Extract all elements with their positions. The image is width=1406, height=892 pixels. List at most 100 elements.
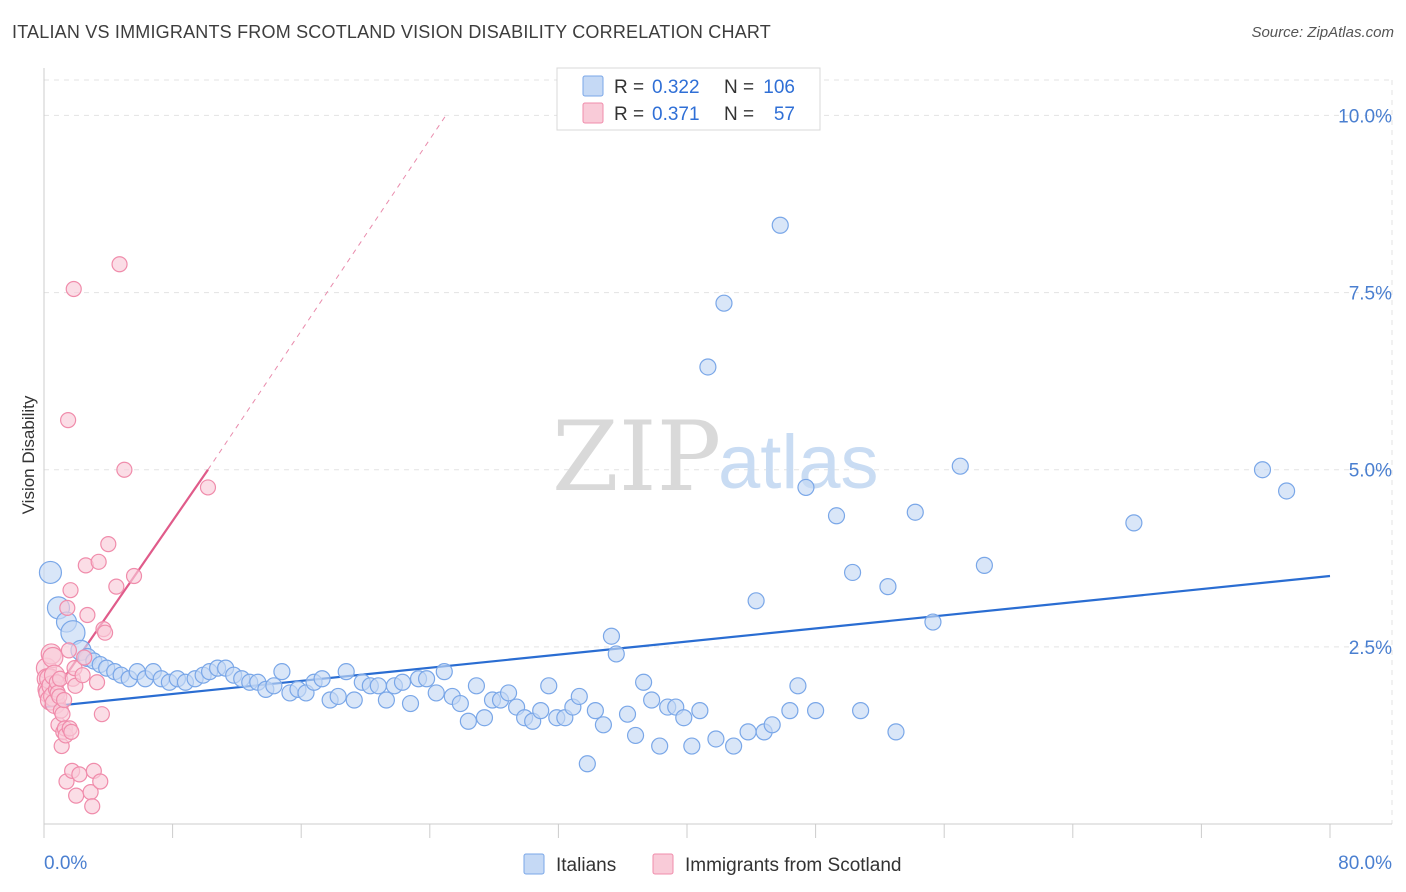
data-point bbox=[96, 624, 114, 641]
trend-line-extension bbox=[207, 115, 447, 470]
data-point bbox=[594, 716, 613, 734]
data-point bbox=[475, 709, 494, 727]
data-point bbox=[100, 536, 117, 553]
data-point bbox=[377, 691, 395, 709]
y-tick-label: 7.5% bbox=[1349, 284, 1392, 305]
data-point bbox=[675, 709, 693, 727]
data-point bbox=[586, 702, 604, 720]
legend-swatch bbox=[652, 853, 674, 875]
data-point bbox=[79, 606, 96, 624]
data-point bbox=[699, 358, 717, 376]
legend-n-label: N = bbox=[724, 104, 754, 125]
y-tick-label: 5.0% bbox=[1349, 461, 1392, 482]
legend-r-value: 0.371 bbox=[652, 104, 700, 125]
data-point bbox=[125, 567, 143, 585]
legend-swatch bbox=[523, 853, 545, 875]
data-point bbox=[683, 737, 701, 755]
data-point bbox=[401, 694, 420, 713]
data-point bbox=[55, 691, 73, 709]
data-point bbox=[393, 673, 412, 691]
x-tick-label: 0.0% bbox=[44, 853, 87, 874]
data-point bbox=[265, 677, 283, 695]
data-point bbox=[329, 687, 347, 706]
data-point bbox=[602, 627, 621, 645]
data-point bbox=[763, 716, 781, 734]
data-point bbox=[90, 553, 107, 570]
legend-n-label: N = bbox=[724, 77, 754, 98]
data-point bbox=[924, 613, 942, 631]
data-point bbox=[827, 507, 846, 525]
data-point bbox=[879, 578, 897, 596]
data-point bbox=[607, 645, 625, 663]
data-point bbox=[532, 702, 550, 720]
data-point bbox=[88, 674, 106, 691]
data-point bbox=[843, 563, 862, 582]
data-point bbox=[725, 737, 743, 755]
data-point bbox=[651, 737, 669, 755]
data-point bbox=[84, 798, 101, 815]
data-point bbox=[273, 663, 291, 681]
data-point bbox=[60, 412, 77, 429]
legend-n-value: 106 bbox=[763, 77, 795, 98]
data-point bbox=[1253, 461, 1272, 479]
data-point bbox=[626, 726, 645, 745]
chart-title: ITALIAN VS IMMIGRANTS FROM SCOTLAND VISI… bbox=[12, 22, 771, 42]
data-point bbox=[76, 649, 93, 666]
data-point bbox=[570, 687, 588, 706]
legend-label: Immigrants from Scotland bbox=[685, 855, 901, 876]
data-point bbox=[451, 694, 469, 713]
legend-swatch bbox=[582, 75, 604, 97]
data-point bbox=[578, 755, 596, 773]
data-point bbox=[1277, 482, 1296, 500]
data-point bbox=[337, 663, 355, 681]
trend-line bbox=[43, 574, 1331, 709]
data-point bbox=[199, 479, 217, 496]
x-tick-label: 80.0% bbox=[1338, 853, 1392, 874]
watermark-zip: ZIP bbox=[552, 401, 721, 513]
data-point bbox=[1125, 514, 1143, 532]
data-point bbox=[906, 503, 924, 521]
data-point bbox=[691, 702, 709, 720]
data-point bbox=[369, 677, 387, 695]
data-point bbox=[975, 556, 993, 574]
data-point bbox=[634, 673, 653, 691]
data-point bbox=[852, 702, 870, 720]
gridlines bbox=[44, 79, 1393, 824]
data-point bbox=[715, 294, 733, 312]
data-point bbox=[951, 457, 969, 475]
data-point bbox=[345, 691, 363, 709]
y-tick-label: 10.0% bbox=[1338, 106, 1392, 127]
data-point bbox=[499, 684, 518, 702]
legend-label: Italians bbox=[556, 855, 616, 876]
data-point bbox=[63, 723, 80, 740]
data-point bbox=[739, 723, 757, 741]
data-point bbox=[93, 706, 110, 723]
data-point bbox=[65, 280, 82, 298]
data-point bbox=[62, 582, 79, 599]
data-point bbox=[116, 461, 133, 478]
data-point bbox=[789, 677, 807, 695]
data-point bbox=[806, 702, 825, 720]
data-point bbox=[38, 560, 63, 585]
stats-legend: R = 0.322 N = 106 R = 0.371 N = 57 bbox=[556, 67, 821, 131]
data-point bbox=[747, 592, 765, 610]
y-axis-label: Vision Disability bbox=[19, 395, 38, 514]
data-point bbox=[618, 705, 637, 723]
data-point bbox=[92, 773, 109, 790]
data-point bbox=[59, 599, 76, 616]
data-point bbox=[427, 684, 445, 702]
data-point bbox=[540, 677, 558, 695]
y-tick-label: 2.5% bbox=[1349, 638, 1392, 659]
watermark: ZIP atlas bbox=[552, 401, 879, 513]
legend-n-value: 57 bbox=[774, 104, 795, 125]
data-point bbox=[60, 642, 78, 659]
data-point bbox=[111, 256, 128, 273]
data-point bbox=[68, 787, 85, 804]
data-point bbox=[313, 670, 331, 688]
data-point bbox=[643, 691, 661, 709]
data-points bbox=[35, 216, 1296, 815]
y-tick-labels: 2.5% 5.0% 7.5% 10.0% bbox=[1338, 106, 1392, 658]
legend-swatch bbox=[582, 102, 604, 124]
legend-r-label: R = bbox=[614, 104, 644, 125]
